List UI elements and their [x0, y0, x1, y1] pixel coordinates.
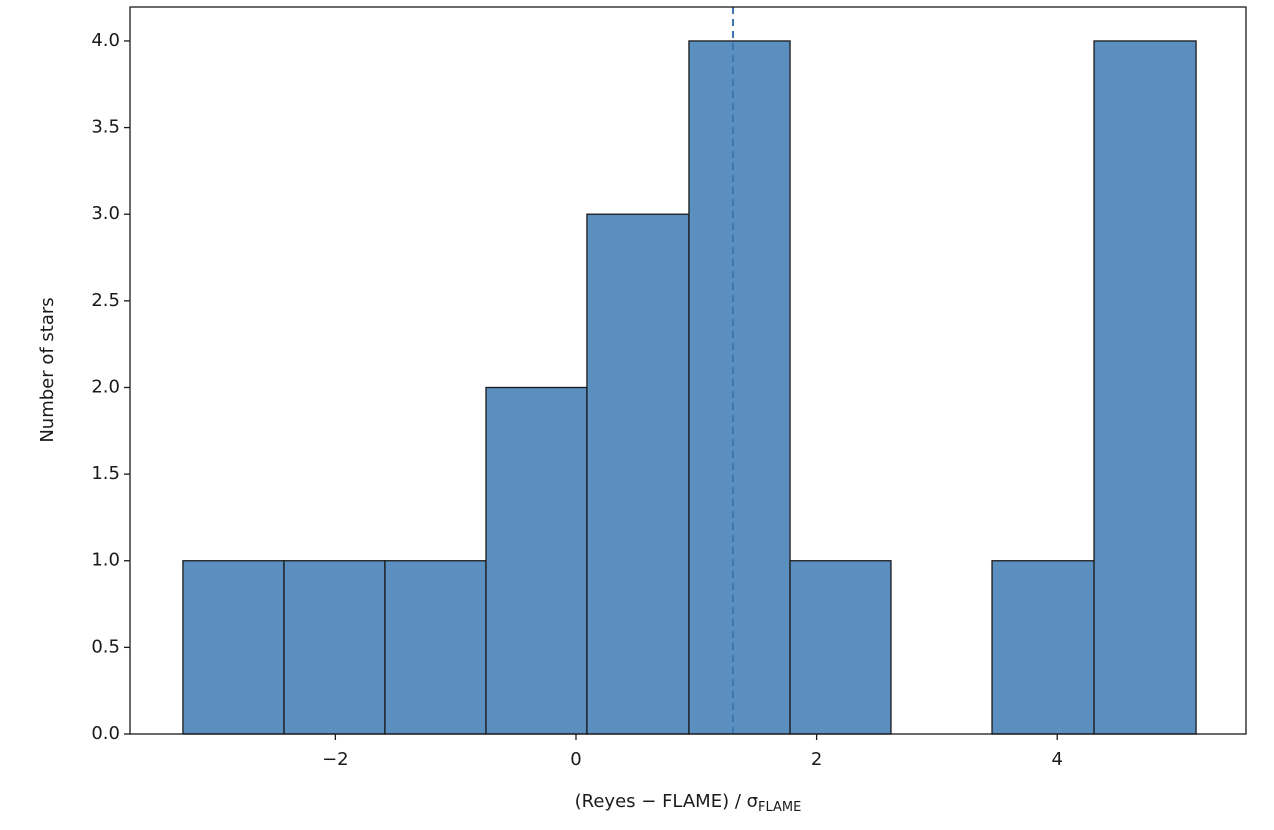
bar [991, 560, 1095, 735]
x-label-sub: FLAME [758, 800, 801, 815]
x-tick-label: 4 [1052, 749, 1063, 770]
y-tick-label: 0.0 [91, 723, 120, 744]
y-tick-label: 3.5 [91, 117, 120, 138]
y-tick-label: 3.0 [91, 203, 120, 224]
x-label-main: (Reyes − FLAME) / σ [575, 791, 758, 812]
x-tick-label: −2 [322, 749, 349, 770]
bar [688, 40, 791, 735]
y-axis-label: Number of stars [37, 297, 58, 442]
y-tick-label: 4.0 [91, 30, 120, 51]
y-tick-label: 2.5 [91, 290, 120, 311]
bar [384, 560, 487, 735]
bar [1093, 40, 1197, 735]
x-axis-label: (Reyes − FLAME) / σFLAME [575, 791, 802, 815]
y-tick-label: 1.0 [91, 550, 120, 571]
y-tick-label: 1.5 [91, 463, 120, 484]
y-tick-label: 2.0 [91, 376, 120, 397]
y-tick-label: 0.5 [91, 636, 120, 657]
bar [182, 560, 285, 735]
bar [586, 213, 690, 735]
bar [283, 560, 386, 735]
bar [485, 386, 588, 735]
x-tick-label: 2 [811, 749, 822, 770]
x-tick-label: 0 [570, 749, 581, 770]
bar [789, 560, 892, 735]
plot-frame [129, 6, 1247, 735]
